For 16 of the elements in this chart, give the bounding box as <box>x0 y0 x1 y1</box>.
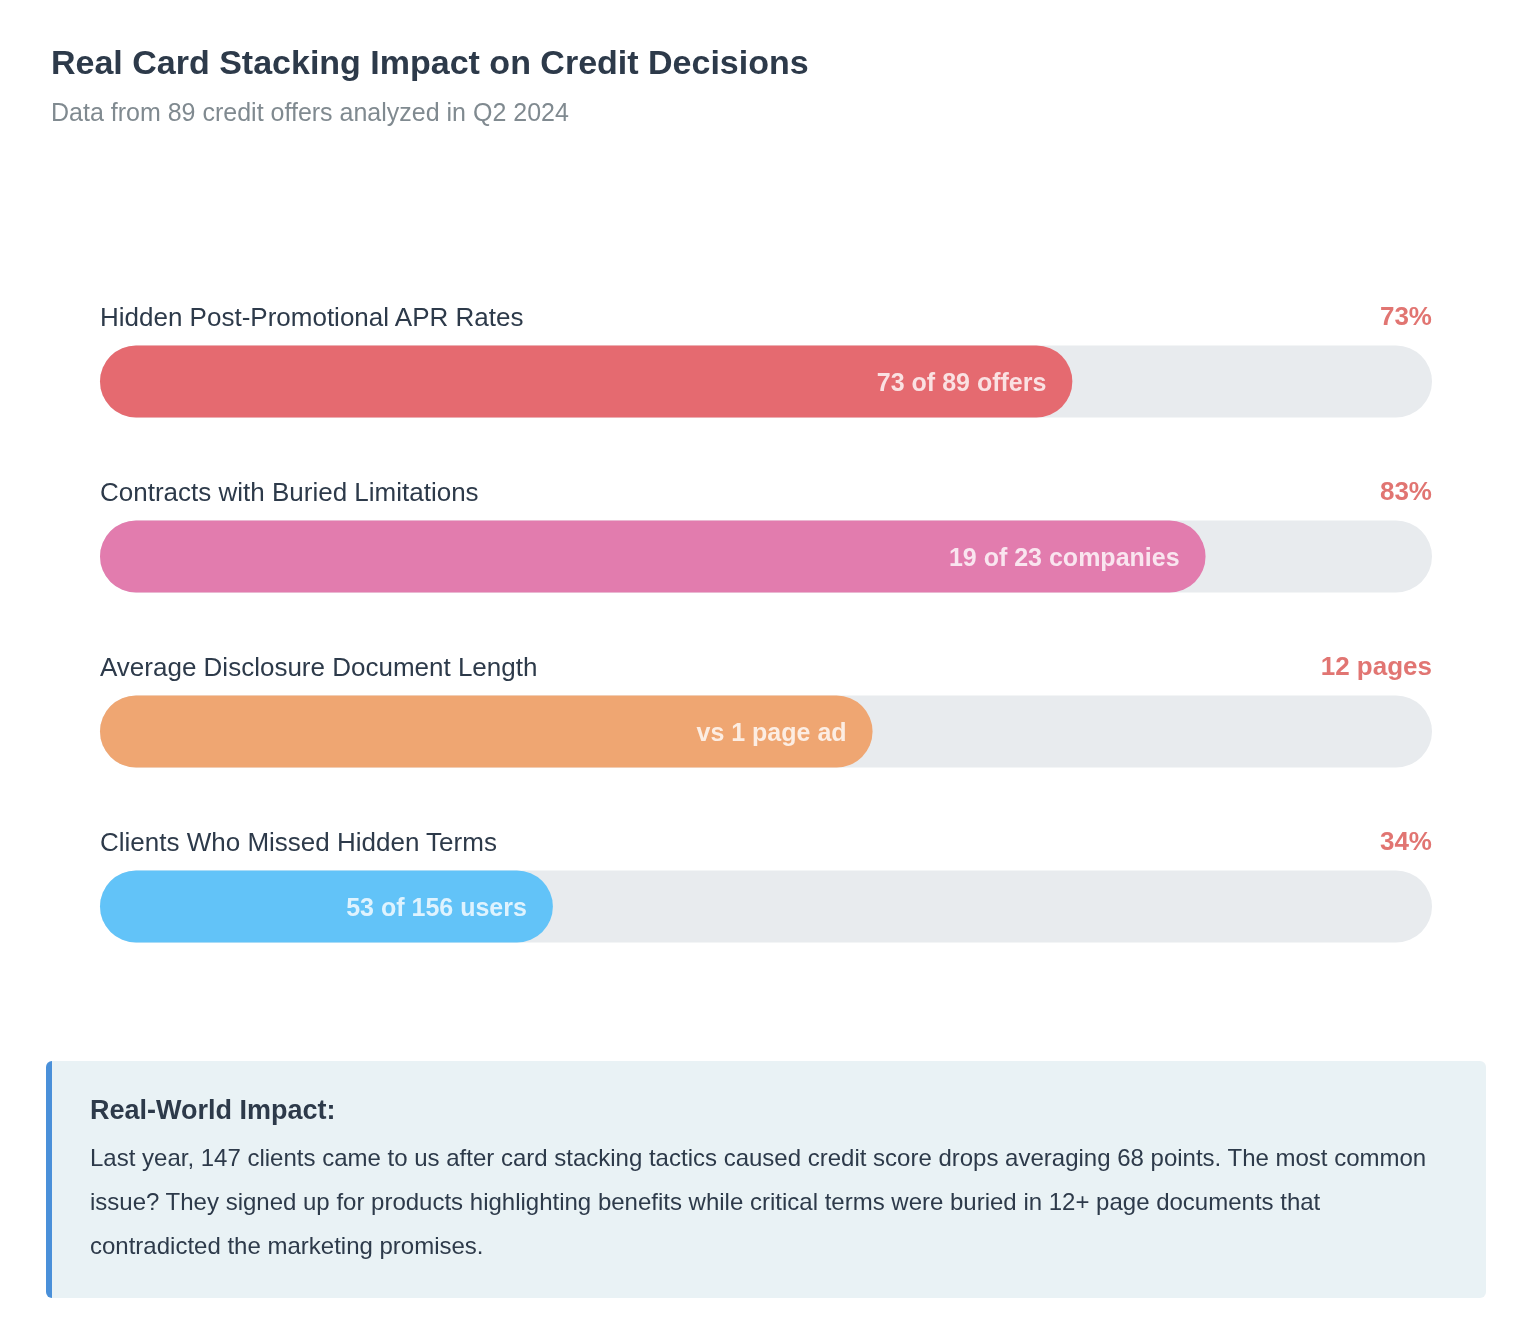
chart-subtitle: Data from 89 credit offers analyzed in Q2 2024 <box>51 97 569 126</box>
data-label: 34% <box>1379 825 1432 856</box>
annotation: 73 of 89 offers <box>876 367 1047 396</box>
data-label: 83% <box>1379 475 1432 506</box>
y-tick-label: Contracts with Buried Limitations <box>100 476 479 507</box>
y-tick-label: Average Disclosure Document Length <box>100 651 538 682</box>
annotation: 19 of 23 companies <box>948 542 1180 571</box>
y-tick-label: Hidden Post-Promotional APR Rates <box>100 301 524 332</box>
annotation: vs 1 page ad <box>696 717 847 746</box>
data-label: 73% <box>1379 300 1432 331</box>
text: Real-World Impact: <box>90 1095 337 1126</box>
y-tick-label: Clients Who Missed Hidden Terms <box>100 826 497 857</box>
annotation: 53 of 156 users <box>346 892 527 921</box>
chart-title: Real Card Stacking Impact on Credit Decisions <box>51 43 809 81</box>
annotation: 12 pages <box>1320 650 1432 681</box>
text: Last year, 147 clients came to us after card stacking tactics caused credit score drops averaging 68 points. The most common issue? They signed up for products highlighting benefits while critical terms were buried in 12+ page documents that contradicted the marketing promises. <box>90 1143 1428 1261</box>
